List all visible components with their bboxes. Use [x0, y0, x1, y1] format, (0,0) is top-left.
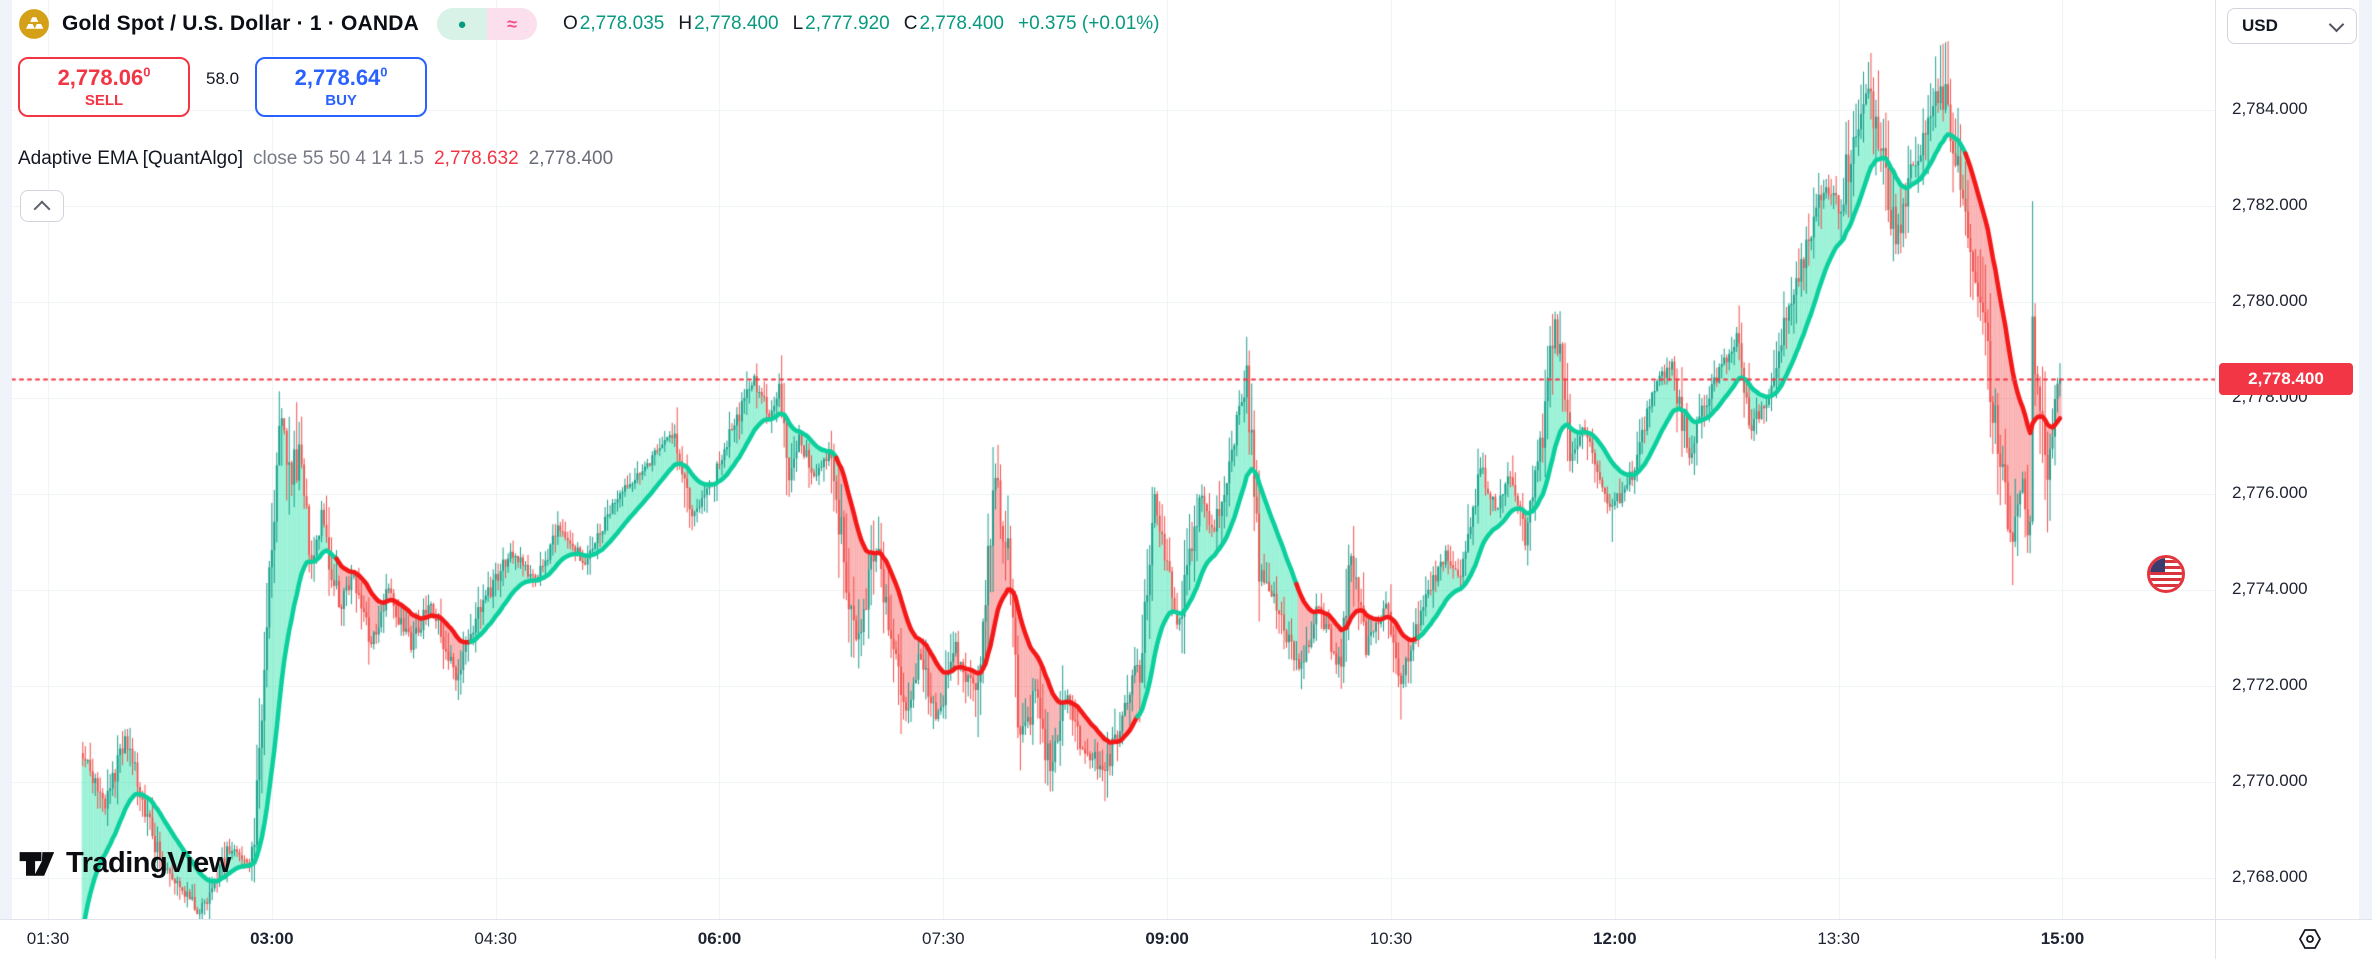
- price-axis-label: 2,770.000: [2232, 771, 2308, 790]
- close-value: 2,778.400: [919, 13, 1004, 34]
- time-axis-label: 15:00: [2040, 929, 2085, 948]
- indicator-legend-row[interactable]: Adaptive EMA [QuantAlgo] close 55 50 4 1…: [18, 148, 613, 170]
- trade-buttons-row: 2,778.060 SELL 58.0 2,778.640 BUY: [18, 57, 428, 117]
- market-status-pills[interactable]: ● ≈: [437, 8, 538, 40]
- delayed-data-icon: ≈: [487, 8, 538, 40]
- price-change: +0.375 (+0.01%): [1017, 13, 1160, 34]
- axis-corner-divider: [2215, 919, 2216, 959]
- symbol-title[interactable]: Gold Spot / U.S. Dollar · 1 · OANDA: [62, 12, 420, 35]
- high-value: 2,778.400: [694, 13, 779, 34]
- price-axis-label: 2,774.000: [2232, 579, 2308, 598]
- sell-price-fraction: 0: [143, 64, 151, 80]
- time-axis-label: 06:00: [697, 929, 742, 948]
- price-axis-label: 2,776.000: [2232, 483, 2308, 502]
- scale-settings-icon[interactable]: [2296, 925, 2324, 958]
- tradingview-watermark: TradingView: [16, 843, 231, 883]
- ohlc-values: O 2,778.035 H 2,778.400 L 2,777.920 C 2,778.…: [563, 13, 1160, 35]
- last-price-tag[interactable]: 2,778.400: [2219, 362, 2353, 395]
- chevron-up-icon: [33, 200, 51, 217]
- time-axis-label: 03:00: [250, 929, 294, 948]
- indicator-ema-value: 2,778.632: [434, 148, 519, 169]
- buy-label: BUY: [325, 91, 357, 109]
- market-open-dot-icon: ●: [437, 8, 488, 40]
- low-value: 2,777.920: [805, 13, 890, 34]
- open-label: O: [563, 13, 578, 34]
- indicator-name[interactable]: Adaptive EMA [QuantAlgo]: [18, 148, 243, 169]
- low-label: L: [792, 13, 804, 34]
- currency-selector-button[interactable]: USD: [2227, 8, 2357, 44]
- tradingview-logo-text: TradingView: [66, 846, 231, 879]
- sell-price: 2,778.06: [57, 65, 144, 91]
- collapse-indicators-button[interactable]: [20, 190, 64, 222]
- symbol-header-row: Gold Spot / U.S. Dollar · 1 · OANDA ● ≈ …: [18, 8, 1160, 40]
- open-value: 2,778.035: [579, 13, 665, 34]
- indicator-source-value: 2,778.400: [528, 148, 614, 169]
- gold-symbol-icon: [18, 8, 50, 40]
- price-axis-label: 2,772.000: [2232, 675, 2308, 694]
- price-axis-label: 2,784.000: [2232, 99, 2308, 118]
- sell-label: SELL: [84, 91, 124, 109]
- price-axis-label: 2,782.000: [2232, 195, 2308, 214]
- time-axis[interactable]: 01:30 03:00 04:30 06:00 07:30 09:00 10:30 12:00…: [0, 919, 2372, 959]
- currency-label: USD: [2242, 16, 2278, 35]
- buy-price: 2,778.64: [294, 65, 381, 91]
- time-axis-label: 13:30: [1817, 929, 1860, 948]
- high-label: H: [678, 13, 693, 34]
- time-axis-label: 07:30: [922, 929, 965, 948]
- price-axis-label: 2,768.000: [2232, 867, 2308, 886]
- tradingview-logo-icon: [16, 843, 56, 883]
- sell-button[interactable]: 2,778.060 SELL: [18, 57, 190, 117]
- close-label: C: [903, 13, 918, 34]
- price-axis-label: 2,780.000: [2232, 291, 2308, 310]
- indicator-params: close 55 50 4 14 1.5: [252, 148, 425, 169]
- spread-value: 58.0: [206, 69, 240, 88]
- chevron-down-icon: [2328, 16, 2345, 32]
- time-axis-label: 04:30: [474, 929, 517, 948]
- buy-price-fraction: 0: [380, 64, 388, 80]
- time-axis-label: 01:30: [26, 929, 70, 948]
- price-axis[interactable]: 2,784.000 2,782.000 2,780.000 2,778.000 2,77…: [2215, 0, 2359, 919]
- time-axis-label: 09:00: [1145, 929, 1189, 948]
- time-axis-label: 12:00: [1593, 929, 1637, 948]
- buy-button[interactable]: 2,778.640 BUY: [255, 57, 428, 117]
- us-flag-icon[interactable]: [2146, 554, 2186, 599]
- time-axis-label: 10:30: [1369, 929, 1413, 948]
